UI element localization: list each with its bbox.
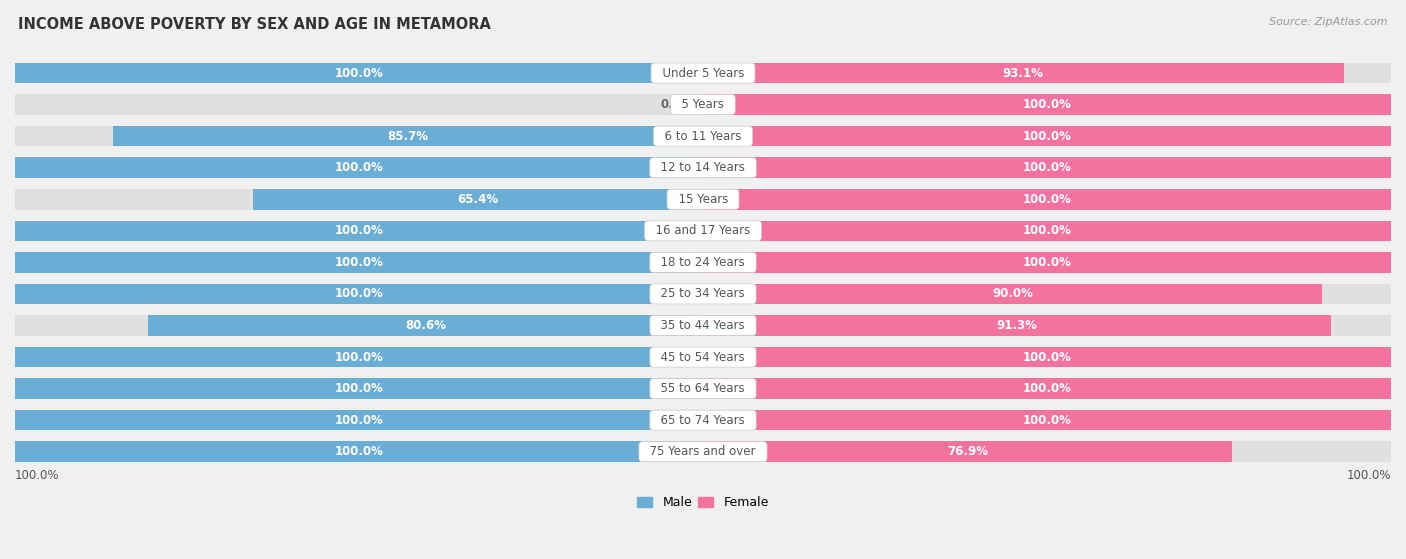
- Bar: [703, 315, 1391, 336]
- Bar: [15, 283, 703, 304]
- Text: 100.0%: 100.0%: [1022, 161, 1071, 174]
- Bar: [15, 410, 703, 430]
- Bar: [703, 126, 1391, 146]
- Bar: [15, 94, 703, 115]
- Bar: [114, 126, 703, 146]
- Text: 100.0%: 100.0%: [1022, 193, 1071, 206]
- Bar: [15, 126, 703, 146]
- Text: 25 to 34 Years: 25 to 34 Years: [654, 287, 752, 300]
- Text: 45 to 54 Years: 45 to 54 Years: [654, 350, 752, 363]
- Bar: [703, 442, 1391, 462]
- Bar: [15, 315, 703, 336]
- Bar: [15, 158, 703, 178]
- Bar: [15, 221, 703, 241]
- Text: 100.0%: 100.0%: [1022, 350, 1071, 363]
- Text: 76.9%: 76.9%: [948, 445, 988, 458]
- Legend: Male, Female: Male, Female: [633, 491, 773, 514]
- Bar: [15, 158, 703, 178]
- Bar: [703, 94, 1391, 115]
- Bar: [703, 221, 1391, 241]
- Text: 100.0%: 100.0%: [1022, 414, 1071, 427]
- Bar: [15, 63, 703, 83]
- Bar: [15, 189, 703, 210]
- Text: 100.0%: 100.0%: [1022, 98, 1071, 111]
- Bar: [15, 252, 703, 273]
- Bar: [253, 189, 703, 210]
- Text: 18 to 24 Years: 18 to 24 Years: [654, 256, 752, 269]
- Bar: [703, 283, 1391, 304]
- Text: 100.0%: 100.0%: [335, 67, 384, 79]
- Bar: [703, 442, 1232, 462]
- Bar: [703, 347, 1391, 367]
- Bar: [15, 442, 703, 462]
- Text: 100.0%: 100.0%: [1022, 224, 1071, 238]
- Bar: [703, 378, 1391, 399]
- Bar: [703, 158, 1391, 178]
- Text: 90.0%: 90.0%: [993, 287, 1033, 300]
- Text: 100.0%: 100.0%: [335, 161, 384, 174]
- Text: 85.7%: 85.7%: [388, 130, 429, 143]
- Text: 100.0%: 100.0%: [335, 287, 384, 300]
- Text: 100.0%: 100.0%: [335, 224, 384, 238]
- Bar: [15, 378, 703, 399]
- Text: 65.4%: 65.4%: [457, 193, 499, 206]
- Bar: [703, 252, 1391, 273]
- Text: 15 Years: 15 Years: [671, 193, 735, 206]
- Text: 100.0%: 100.0%: [335, 414, 384, 427]
- Bar: [703, 378, 1391, 399]
- Text: 5 Years: 5 Years: [675, 98, 731, 111]
- Bar: [15, 63, 703, 83]
- Bar: [703, 252, 1391, 273]
- Bar: [15, 283, 703, 304]
- Text: 100.0%: 100.0%: [1022, 382, 1071, 395]
- Text: INCOME ABOVE POVERTY BY SEX AND AGE IN METAMORA: INCOME ABOVE POVERTY BY SEX AND AGE IN M…: [18, 17, 491, 32]
- Text: 100.0%: 100.0%: [335, 350, 384, 363]
- Text: 75 Years and over: 75 Years and over: [643, 445, 763, 458]
- Text: 12 to 14 Years: 12 to 14 Years: [654, 161, 752, 174]
- Text: 16 and 17 Years: 16 and 17 Years: [648, 224, 758, 238]
- Bar: [703, 315, 1331, 336]
- Bar: [703, 283, 1322, 304]
- Text: 100.0%: 100.0%: [15, 469, 59, 482]
- Bar: [703, 410, 1391, 430]
- Text: 6 to 11 Years: 6 to 11 Years: [657, 130, 749, 143]
- Bar: [703, 94, 1391, 115]
- Bar: [703, 221, 1391, 241]
- Bar: [15, 442, 703, 462]
- Text: 65 to 74 Years: 65 to 74 Years: [654, 414, 752, 427]
- Bar: [15, 347, 703, 367]
- Text: 100.0%: 100.0%: [335, 382, 384, 395]
- Text: 100.0%: 100.0%: [1347, 469, 1391, 482]
- Bar: [703, 126, 1391, 146]
- Bar: [15, 378, 703, 399]
- Text: Under 5 Years: Under 5 Years: [655, 67, 751, 79]
- Bar: [703, 347, 1391, 367]
- Text: 0.0%: 0.0%: [659, 98, 693, 111]
- Bar: [703, 158, 1391, 178]
- Bar: [703, 189, 1391, 210]
- Bar: [15, 252, 703, 273]
- Bar: [703, 63, 1344, 83]
- Bar: [15, 347, 703, 367]
- Text: 93.1%: 93.1%: [1002, 67, 1043, 79]
- Bar: [703, 63, 1391, 83]
- Text: 35 to 44 Years: 35 to 44 Years: [654, 319, 752, 332]
- Text: 100.0%: 100.0%: [335, 445, 384, 458]
- Text: 55 to 64 Years: 55 to 64 Years: [654, 382, 752, 395]
- Text: 100.0%: 100.0%: [1022, 130, 1071, 143]
- Bar: [703, 189, 1391, 210]
- Text: 100.0%: 100.0%: [335, 256, 384, 269]
- Text: 80.6%: 80.6%: [405, 319, 446, 332]
- Text: 100.0%: 100.0%: [1022, 256, 1071, 269]
- Bar: [15, 221, 703, 241]
- Bar: [149, 315, 703, 336]
- Text: Source: ZipAtlas.com: Source: ZipAtlas.com: [1270, 17, 1388, 27]
- Text: 91.3%: 91.3%: [997, 319, 1038, 332]
- Bar: [703, 410, 1391, 430]
- Bar: [15, 410, 703, 430]
